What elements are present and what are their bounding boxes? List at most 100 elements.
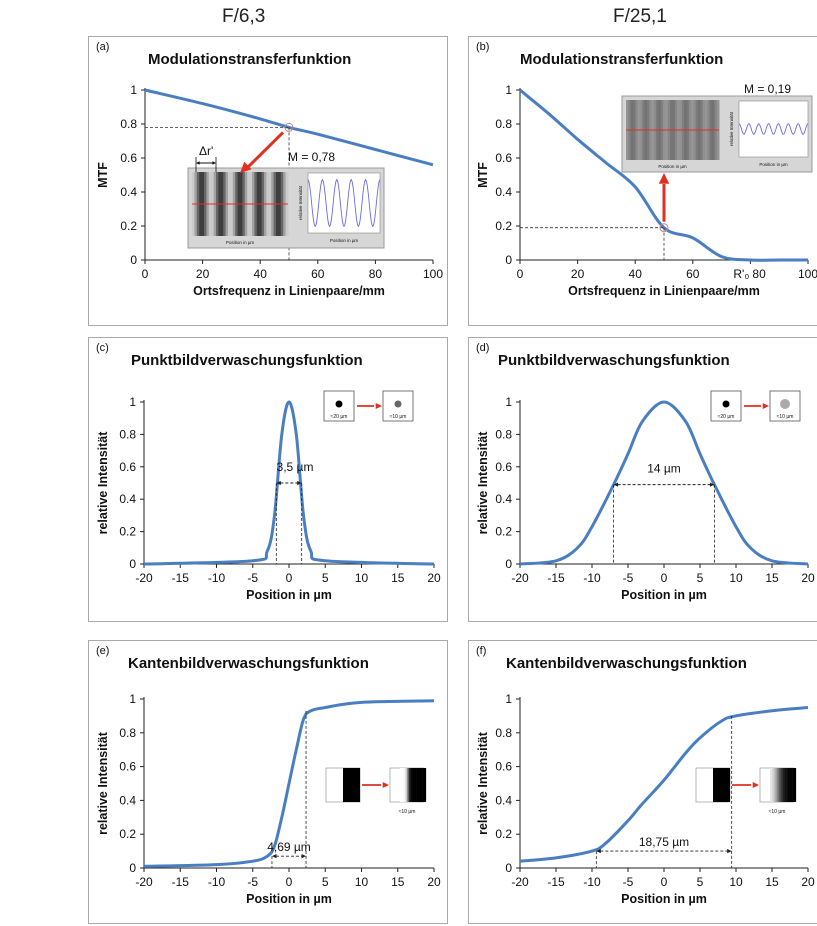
edge-dark-half (343, 768, 360, 802)
blurred-edge-strip (412, 768, 416, 802)
blurred-edge-size: ≈10 µm (769, 809, 786, 815)
panel-frame (88, 640, 448, 924)
x-tick-label: -5 (623, 571, 634, 585)
width-arrow-head-right (301, 853, 307, 859)
x-tick-label: -15 (172, 875, 190, 889)
blurred-edge-strip (794, 768, 797, 802)
x-tick-label: 20 (801, 875, 815, 889)
y-tick-label: 0.2 (495, 219, 512, 233)
width-label: 18,75 µm (639, 835, 689, 849)
blurred-edge-strip (784, 768, 787, 802)
y-tick-label: 1 (505, 692, 512, 706)
x-axis-label: Ortsfrequenz in Linienpaare/mm (568, 284, 760, 298)
y-tick-label: 0 (130, 253, 137, 267)
inset-profile-line (307, 178, 381, 228)
x-tick-label: 10 (729, 571, 743, 585)
blurred-edge-strip (770, 768, 773, 802)
marker-circle (659, 223, 669, 233)
x-tick-label: 0 (661, 875, 668, 889)
blurred-edge-strip (403, 768, 406, 802)
psf-arrow-head (375, 402, 382, 410)
y-tick-label: 0.4 (119, 492, 136, 506)
blurred-edge-strip (414, 768, 417, 802)
y-tick-label: 0.4 (495, 793, 512, 807)
x-tick-label: 15 (765, 571, 779, 585)
x-tick-label: 0 (661, 571, 668, 585)
x-tick-label: 80 (369, 267, 383, 281)
width-arrow-head-left (276, 480, 281, 486)
x-tick-label: -5 (247, 571, 258, 585)
y-axis-label: relative Intensität (96, 431, 110, 535)
column-title-right: F/25,1 (613, 6, 667, 27)
point-source-dot (722, 400, 730, 408)
blurred-edge-size: ≈10 µm (399, 809, 416, 815)
x-tick-label: 20 (801, 571, 815, 585)
chart-panel-c: (c) Punktbildverwaschungsfunktion -20 -15 -1… (88, 337, 448, 622)
blurred-point-dot (780, 399, 790, 409)
chart-panel-e: (e) Kantenbildverwaschungsfunktion -20 -15 -… (88, 640, 448, 924)
blurred-edge-strip (400, 768, 403, 802)
chart-panel-b: (b) Modulationstransferfunktion 0 20 40 60 R'₀… (468, 36, 817, 326)
y-axis-label: relative Intensität (476, 431, 490, 535)
x-tick-label: 10 (729, 875, 743, 889)
panel-tag: (a) (96, 41, 109, 53)
x-tick-label: -15 (172, 571, 190, 585)
x-axis-label: Position in µm (246, 892, 332, 906)
blurred-edge-strip (418, 768, 421, 802)
y-axis-label: relative Intensität (96, 731, 110, 835)
x-tick-label: 10 (355, 875, 369, 889)
y-tick-label: 0.2 (495, 525, 512, 539)
x-tick-label: -15 (547, 875, 565, 889)
width-arrow-head-left (271, 853, 277, 859)
inset-x-title: Position in µm (330, 238, 359, 243)
x-tick-label: -10 (208, 875, 226, 889)
blurred-edge-strip (788, 768, 791, 802)
x-tick-label: -20 (135, 875, 153, 889)
zoom-arrow (244, 131, 285, 171)
y-tick-label: 0.6 (495, 151, 512, 165)
width-arrow-head-left (613, 482, 619, 487)
x-tick-label: 60 (311, 267, 325, 281)
y-axis-label: relative Intensität (476, 731, 490, 835)
x-tick-label: 40 (254, 267, 268, 281)
x-tick-label: -10 (583, 571, 601, 585)
y-tick-label: 0.6 (119, 460, 136, 474)
x-tick-label: 5 (322, 875, 329, 889)
inset-image-caption: Position in µm (226, 240, 255, 245)
blurred-point-dot (394, 400, 402, 408)
chart-panel-a: (a) Modulationstransferfunktion 0 20 40 60 80 1… (88, 36, 448, 326)
x-tick-label: 0 (286, 875, 293, 889)
point-source-size: ≈20 µm (718, 414, 735, 420)
y-tick-label: 0.6 (495, 460, 512, 474)
x-tick-label: 15 (391, 571, 405, 585)
y-tick-label: 0.4 (495, 492, 512, 506)
x-tick-label: 60 (686, 267, 700, 281)
inset-profile-line (738, 123, 809, 135)
y-tick-label: 0.6 (495, 760, 512, 774)
width-label: 4,69 µm (267, 840, 311, 854)
edge-dark-half (713, 768, 730, 802)
blurred-edge-strip (416, 768, 419, 802)
marker-circle (284, 122, 294, 132)
blurred-edge-strip (790, 768, 793, 802)
width-arrow-head-right (709, 482, 715, 487)
point-source-box (710, 390, 742, 422)
chart-title: Modulationstransferfunktion (520, 51, 723, 68)
panel-frame (468, 36, 817, 326)
panel-tag: (c) (96, 342, 109, 354)
blurred-edge-strip (407, 768, 410, 802)
blurred-edge-strip (771, 768, 774, 802)
zoom-arrow-head (240, 161, 252, 173)
delta-r-label: Δr' (199, 144, 213, 158)
x-tick-label: -5 (623, 875, 634, 889)
inset-image-caption: Position in µm (658, 164, 687, 169)
chart-title: Kantenbildverwaschungsfunktion (128, 655, 369, 672)
panel-tag: (b) (476, 41, 489, 53)
blurred-edge-strip (420, 768, 423, 802)
blurred-edge-strip (786, 768, 789, 802)
y-axis-label: MTF (476, 162, 490, 188)
column-title-left: F/6,3 (222, 6, 266, 27)
psf-arrow-head (762, 402, 769, 410)
y-tick-label: 0.2 (119, 827, 136, 841)
cutoff-label: R'₀ (733, 267, 749, 281)
